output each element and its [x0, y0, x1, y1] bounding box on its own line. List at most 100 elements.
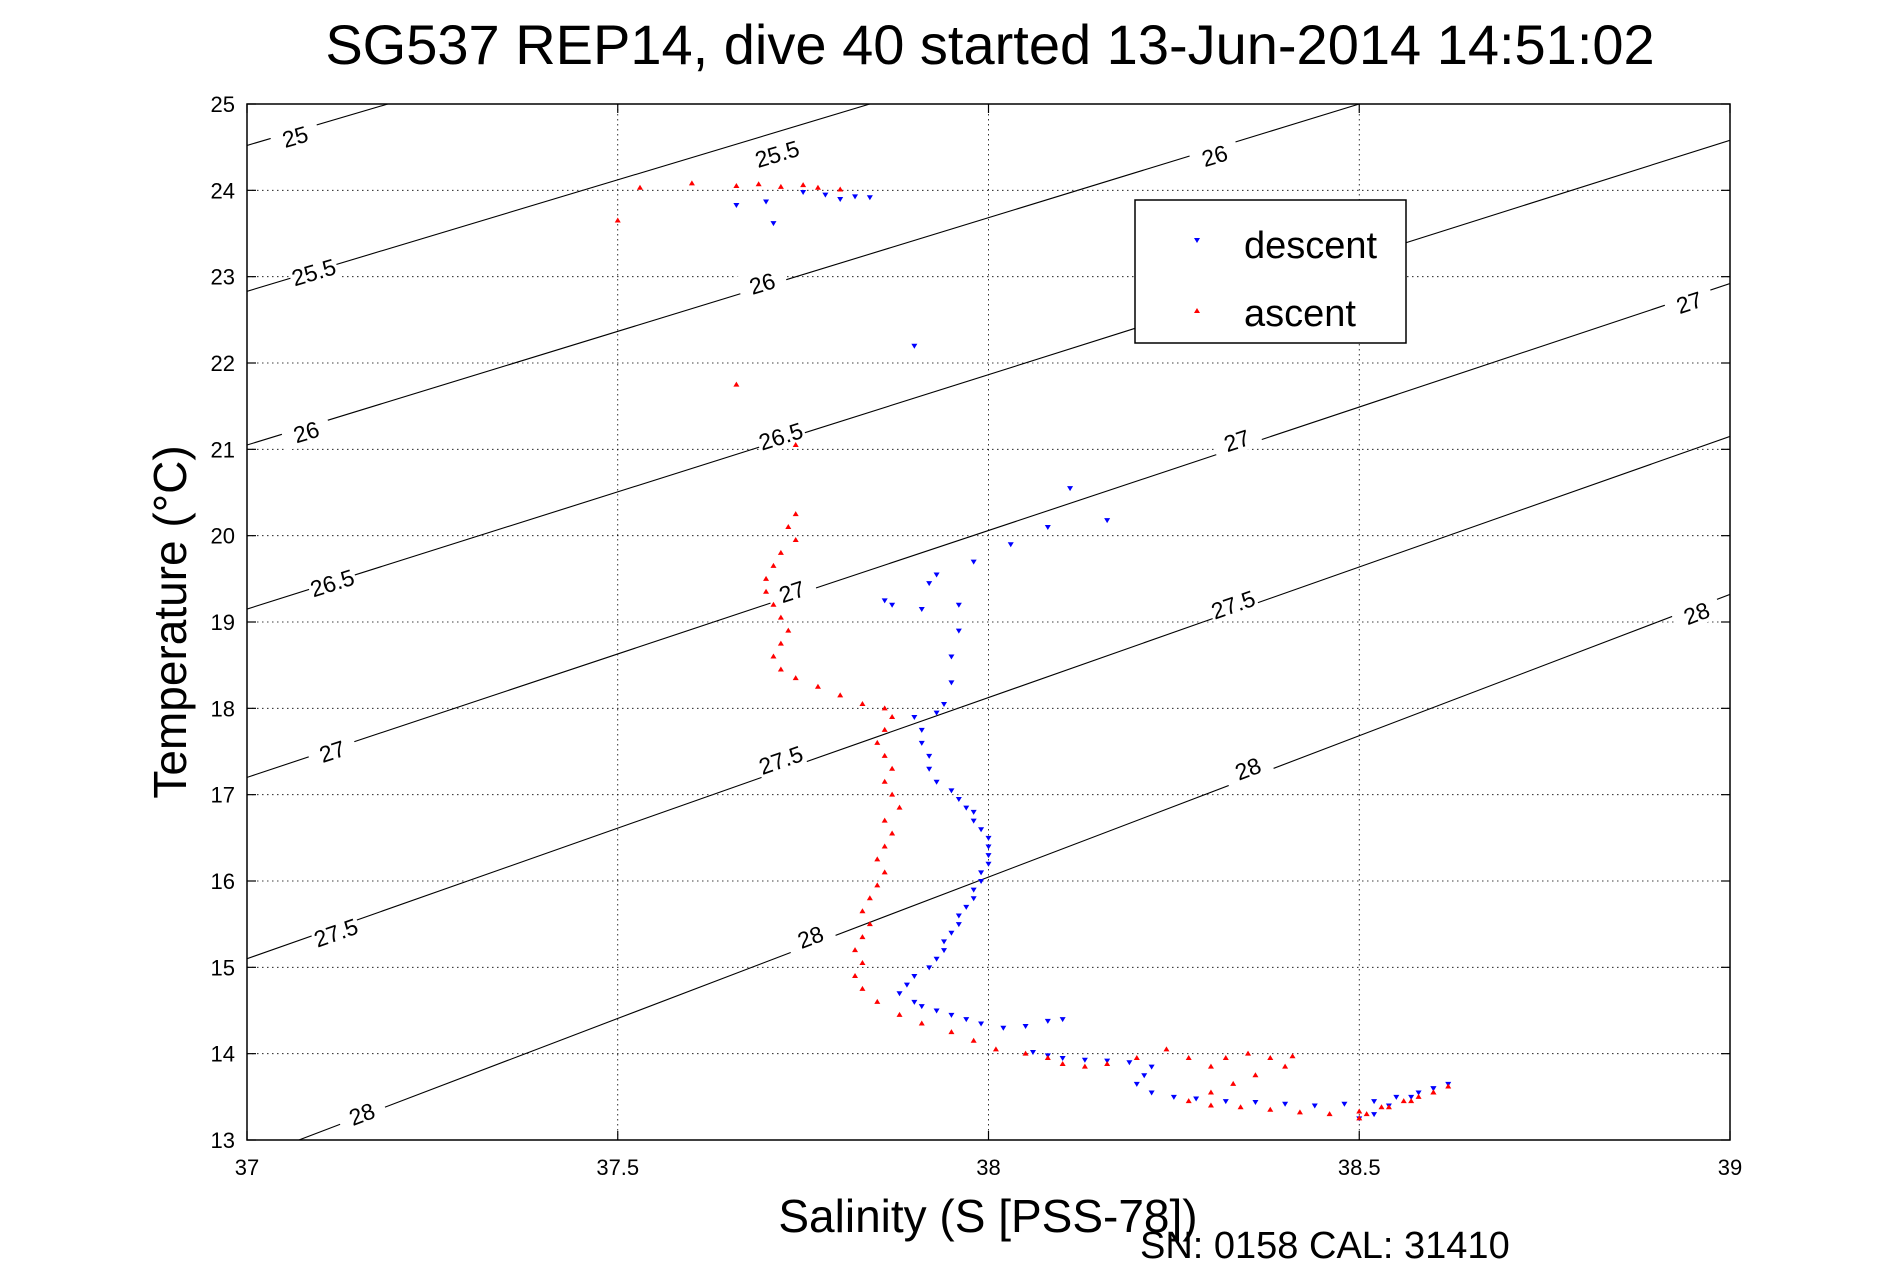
- descent-point: [963, 805, 970, 811]
- ascent-point: [777, 640, 784, 646]
- contour-label-mask: [305, 730, 359, 771]
- ascent-point: [837, 186, 844, 192]
- contour-label-mask: [1187, 135, 1242, 175]
- descent-point: [941, 948, 948, 954]
- ascent-point: [1445, 1083, 1452, 1089]
- y-tick-label: 20: [211, 524, 235, 549]
- ascent-point: [859, 960, 866, 966]
- legend-descent-label: descent: [1244, 225, 1378, 267]
- density-contour-line: [247, 283, 1730, 778]
- descent-point: [800, 190, 807, 196]
- descent-point: [837, 196, 844, 202]
- descent-point: [1067, 486, 1074, 492]
- descent-point: [970, 809, 977, 815]
- contour-label-mask: [268, 116, 322, 156]
- descent-point: [918, 607, 925, 613]
- ascent-point: [1207, 1063, 1214, 1069]
- ascent-point: [852, 972, 859, 978]
- descent-point: [1222, 1099, 1229, 1105]
- descent-point: [955, 796, 962, 802]
- contour-label-mask: [735, 263, 789, 303]
- descent-point: [955, 602, 962, 608]
- contour-label-mask: [753, 415, 808, 456]
- contour-label-mask: [750, 133, 804, 173]
- descent-point: [1193, 1096, 1200, 1102]
- ascent-point: [874, 882, 881, 888]
- contour-label-mask: [1220, 747, 1275, 789]
- descent-point: [985, 853, 992, 859]
- descent-point: [978, 1021, 985, 1027]
- descent-point: [1415, 1090, 1422, 1096]
- descent-point: [911, 343, 918, 349]
- x-tick-label: 37.5: [596, 1155, 639, 1180]
- descent-point: [978, 827, 985, 833]
- descent-point: [911, 714, 918, 720]
- descent-point: [948, 788, 955, 794]
- descent-point: [1282, 1101, 1289, 1107]
- density-contour-line: [247, 104, 389, 146]
- ascent-point: [614, 217, 621, 223]
- ascent-point: [881, 705, 888, 711]
- x-tick-label: 37: [235, 1155, 259, 1180]
- descent-point: [933, 1008, 940, 1014]
- descent-point: [1126, 1060, 1133, 1066]
- ascent-point: [770, 601, 777, 607]
- descent-point: [1141, 1073, 1148, 1079]
- ascent-point: [777, 183, 784, 189]
- density-contour-line: [247, 435, 1730, 960]
- descent-point: [770, 221, 777, 227]
- descent-point: [948, 680, 955, 686]
- density-contour-line: [247, 104, 871, 292]
- ascent-point: [859, 908, 866, 914]
- descent-point: [1044, 1018, 1051, 1024]
- ascent-point: [1133, 1054, 1140, 1060]
- ascent-point: [918, 1020, 925, 1026]
- ascent-point: [889, 765, 896, 771]
- ascent-point: [763, 588, 770, 594]
- descent-point: [933, 572, 940, 578]
- ascent-point: [896, 1011, 903, 1017]
- y-tick-label: 14: [211, 1042, 235, 1067]
- ascent-point: [1430, 1089, 1437, 1095]
- ascent-point: [859, 701, 866, 707]
- contour-label-mask: [279, 411, 333, 451]
- descent-point: [948, 654, 955, 660]
- contour-label-mask: [1205, 583, 1260, 625]
- ascent-point: [852, 947, 859, 953]
- ascent-point: [792, 442, 799, 448]
- y-tick-label: 18: [211, 696, 235, 721]
- descent-point: [911, 973, 918, 979]
- ascent-point: [792, 536, 799, 542]
- ascent-point: [889, 713, 896, 719]
- ascent-point: [814, 683, 821, 689]
- contour-label-mask: [1209, 419, 1264, 460]
- descent-point: [985, 861, 992, 867]
- descent-point: [926, 753, 933, 759]
- ascent-point: [859, 985, 866, 991]
- ascent-point: [992, 1046, 999, 1052]
- ascent-point: [1282, 1063, 1289, 1069]
- y-tick-label: 24: [211, 178, 235, 203]
- descent-point: [1133, 1081, 1140, 1087]
- ascent-point: [1230, 1080, 1237, 1086]
- descent-point: [918, 727, 925, 733]
- density-contour-line: [247, 104, 1360, 446]
- x-tick-label: 39: [1718, 1155, 1742, 1180]
- legend-descent-marker: [1194, 238, 1200, 243]
- descent-point: [866, 195, 873, 201]
- ascent-point: [948, 1029, 955, 1035]
- descent-point: [970, 887, 977, 893]
- ascent-point: [785, 524, 792, 530]
- descent-point: [978, 870, 985, 876]
- descent-point: [985, 844, 992, 850]
- ascent-point: [755, 181, 762, 187]
- descent-point: [941, 939, 948, 945]
- descent-point: [1000, 1025, 1007, 1031]
- descent-point: [926, 965, 933, 971]
- ascent-point: [733, 183, 740, 189]
- ascent-point: [1363, 1111, 1370, 1117]
- ascent-point: [881, 843, 888, 849]
- descent-point: [889, 602, 896, 608]
- contour-label-mask: [305, 562, 359, 602]
